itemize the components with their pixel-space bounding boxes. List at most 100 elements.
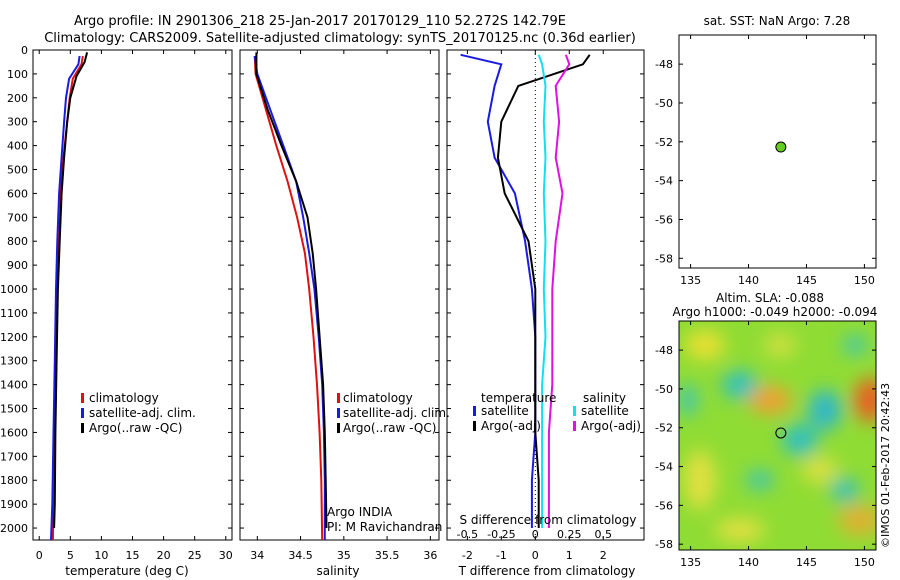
legend-swatch-argo — [337, 423, 340, 433]
difference-panel — [446, 49, 645, 541]
x-tick-label: 2 — [600, 549, 607, 562]
float-position-marker — [775, 141, 787, 153]
depth-tick-label: 1600 — [0, 426, 28, 439]
x-tick-label: 30 — [219, 549, 233, 562]
depth-tick-label: 300 — [7, 116, 28, 129]
legend-swatch-climatology — [337, 393, 340, 403]
legend-swatch-s-satellite — [573, 406, 576, 416]
x-tick-label: 10 — [94, 549, 108, 562]
depth-tick-label: 900 — [7, 259, 28, 272]
series-line — [547, 54, 571, 528]
sla-map-panel — [678, 320, 877, 551]
x-tick-label: 145 — [796, 274, 817, 287]
difference-xlabel: T difference from climatology — [458, 564, 636, 578]
legend-swatch-satellite — [81, 408, 84, 418]
salinity-chart: 34 34.5 35 35.5 36 — [250, 50, 437, 562]
legend-label: climatology — [343, 391, 413, 405]
x-tick-label: 150 — [854, 274, 875, 287]
y-tick-label: -58 — [655, 538, 673, 551]
depth-tick-label: 1100 — [0, 307, 28, 320]
depth-tick-label: 1400 — [0, 379, 28, 392]
x-tick-label: 5 — [67, 549, 74, 562]
depth-tick-label: 1200 — [0, 331, 28, 344]
x-tick-label: -1 — [496, 549, 507, 562]
legend-label: Argo(-adj) — [581, 419, 641, 433]
depth-tick-label: 1900 — [0, 498, 28, 511]
depth-tick-label: 0 — [21, 44, 28, 57]
depth-tick-label: 100 — [7, 68, 28, 81]
series-line — [253, 55, 324, 541]
depth-tick-label: 1300 — [0, 355, 28, 368]
depth-tick-label: 1500 — [0, 403, 28, 416]
x-tick-label: -2 — [462, 549, 473, 562]
y-tick-label: -48 — [655, 58, 673, 71]
depth-tick-label: 200 — [7, 92, 28, 105]
y-tick-label: -50 — [655, 97, 673, 110]
y-tick-label: -56 — [655, 213, 673, 226]
x-tick-label: 34 — [250, 549, 264, 562]
series-line — [460, 53, 537, 528]
depth-tick-label: 800 — [7, 235, 28, 248]
legend-label: satellite — [581, 404, 629, 418]
depth-axis: 0 100 200 300 400 500 600 700 800 900 1000 1100 1200… — [0, 44, 644, 535]
depth-tick-label: 600 — [7, 187, 28, 200]
legend-label: Argo(..raw -QC) — [89, 421, 182, 435]
legend-label: Argo(..raw -QC) — [343, 421, 436, 435]
x-tick-label: 135 — [680, 556, 701, 569]
salinity-legend: climatology satellite-adj. clim. Argo(..… — [327, 391, 450, 534]
depth-tick-label: 1000 — [0, 283, 28, 296]
sla-map-chart: 135 140 145 150 -48 -50 -52 -54 -56 -58 — [655, 321, 876, 569]
legend-heading-salinity: salinity — [583, 391, 626, 405]
s-tick-label: 0 — [532, 528, 539, 541]
sla-map-title-line2: Argo h1000: -0.049 h2000: -0.094 — [673, 305, 878, 319]
x-tick-label: 1 — [566, 549, 573, 562]
series-line — [255, 52, 328, 529]
y-tick-label: -52 — [655, 422, 673, 435]
legend-label: satellite-adj. clim. — [89, 406, 196, 420]
legend-label: satellite — [481, 404, 529, 418]
legend-heading-temperature: temperature — [481, 391, 556, 405]
float-pi: PI: M Ravichandran — [327, 520, 442, 534]
sst-map-chart: 135 140 145 150 -48 -50 -52 -54 -56 -58 — [655, 35, 876, 287]
s-tick-label: -0.5 — [457, 528, 478, 541]
x-tick-label: 145 — [796, 556, 817, 569]
header-line2: Climatology: CARS2009. Satellite-adjuste… — [44, 31, 636, 46]
x-tick-label: 140 — [738, 274, 759, 287]
depth-tick-label: 400 — [7, 140, 28, 153]
legend-swatch-s-argo — [573, 421, 576, 431]
header-line1: Argo profile: IN 2901306_218 25-Jan-2017… — [74, 14, 566, 29]
legend-swatch-argo — [81, 423, 84, 433]
x-tick-label: 0 — [36, 549, 43, 562]
sla-heatmap — [679, 321, 876, 550]
x-tick-label: 140 — [738, 556, 759, 569]
y-tick-label: -50 — [655, 383, 673, 396]
x-tick-label: 15 — [126, 549, 140, 562]
legend-label: Argo(-adj) — [481, 419, 541, 433]
y-tick-label: -58 — [655, 252, 673, 265]
series-line — [53, 52, 89, 529]
y-tick-label: -48 — [655, 344, 673, 357]
float-position-marker — [775, 427, 787, 439]
y-tick-label: -56 — [655, 499, 673, 512]
depth-tick-label: 1800 — [0, 474, 28, 487]
legend-label: climatology — [89, 391, 159, 405]
depth-tick-label: 700 — [7, 211, 28, 224]
legend-swatch-climatology — [81, 393, 84, 403]
temperature-xlabel: temperature (deg C) — [65, 564, 188, 578]
x-tick-label: 150 — [854, 556, 875, 569]
salinity-xlabel: salinity — [316, 564, 359, 578]
series-line — [50, 55, 81, 541]
difference-chart: -2 -1 0 1 2 -0.5 -0.25 0 0.25 0.5 — [457, 50, 612, 562]
x-tick-label: 25 — [188, 549, 202, 562]
depth-tick-label: 2000 — [0, 522, 28, 535]
x-tick-label: 35 — [337, 549, 351, 562]
legend-swatch-t-satellite — [473, 406, 476, 416]
series-line — [537, 54, 547, 528]
temperature-panel — [32, 49, 233, 541]
temperature-legend: climatology satellite-adj. clim. Argo(..… — [81, 391, 196, 435]
s-tick-label: 0.5 — [594, 528, 612, 541]
salinity-panel — [239, 49, 440, 541]
legend-label: satellite-adj. clim. — [343, 406, 450, 420]
depth-tick-label: 500 — [7, 164, 28, 177]
